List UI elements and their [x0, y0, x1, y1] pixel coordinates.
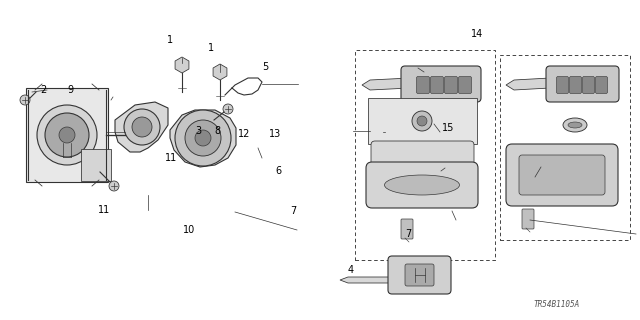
FancyBboxPatch shape [595, 76, 607, 93]
FancyBboxPatch shape [366, 162, 478, 208]
Circle shape [37, 105, 97, 165]
Ellipse shape [563, 118, 587, 132]
FancyBboxPatch shape [81, 149, 111, 181]
Circle shape [59, 127, 75, 143]
FancyBboxPatch shape [570, 76, 582, 93]
FancyBboxPatch shape [405, 264, 434, 286]
FancyBboxPatch shape [546, 66, 619, 102]
Text: 7: 7 [405, 228, 412, 239]
Polygon shape [340, 277, 392, 283]
Text: 11: 11 [97, 204, 110, 215]
FancyBboxPatch shape [431, 76, 444, 93]
FancyBboxPatch shape [401, 66, 481, 102]
Text: 9: 9 [67, 84, 74, 95]
Text: 5: 5 [262, 62, 269, 72]
Text: 12: 12 [238, 129, 251, 140]
FancyBboxPatch shape [557, 76, 568, 93]
Polygon shape [170, 110, 236, 167]
Text: 13: 13 [269, 129, 282, 140]
Polygon shape [115, 102, 168, 152]
Text: 4: 4 [348, 265, 354, 276]
Text: 14: 14 [470, 28, 483, 39]
Text: TR54B1105A: TR54B1105A [534, 300, 580, 309]
FancyBboxPatch shape [417, 76, 429, 93]
FancyBboxPatch shape [371, 141, 474, 169]
Circle shape [185, 120, 221, 156]
Text: 7: 7 [290, 206, 296, 216]
Text: 8: 8 [214, 126, 221, 136]
Text: 10: 10 [182, 225, 195, 236]
Text: 1: 1 [208, 43, 214, 53]
FancyBboxPatch shape [368, 98, 477, 144]
FancyBboxPatch shape [388, 256, 451, 294]
Circle shape [132, 117, 152, 137]
FancyBboxPatch shape [522, 209, 534, 229]
Circle shape [195, 130, 211, 146]
Circle shape [20, 95, 30, 105]
FancyBboxPatch shape [582, 76, 595, 93]
Text: 3: 3 [195, 126, 202, 136]
Text: 1: 1 [166, 35, 173, 45]
Circle shape [417, 116, 427, 126]
Ellipse shape [568, 122, 582, 128]
Circle shape [45, 113, 89, 157]
Circle shape [412, 111, 432, 131]
Text: 15: 15 [442, 123, 454, 133]
FancyBboxPatch shape [401, 219, 413, 239]
Circle shape [109, 181, 119, 191]
Text: 6: 6 [275, 166, 282, 176]
Text: 11: 11 [165, 153, 178, 164]
Circle shape [124, 109, 160, 145]
Circle shape [175, 110, 231, 166]
Bar [355, 50, 495, 260]
Polygon shape [362, 78, 415, 90]
FancyBboxPatch shape [506, 144, 618, 206]
Text: 2: 2 [40, 84, 47, 95]
Polygon shape [506, 78, 554, 90]
FancyBboxPatch shape [26, 88, 108, 182]
FancyBboxPatch shape [445, 76, 458, 93]
FancyBboxPatch shape [519, 155, 605, 195]
Ellipse shape [385, 175, 460, 195]
Bar [500, 55, 630, 240]
FancyBboxPatch shape [458, 76, 472, 93]
Circle shape [223, 104, 233, 114]
